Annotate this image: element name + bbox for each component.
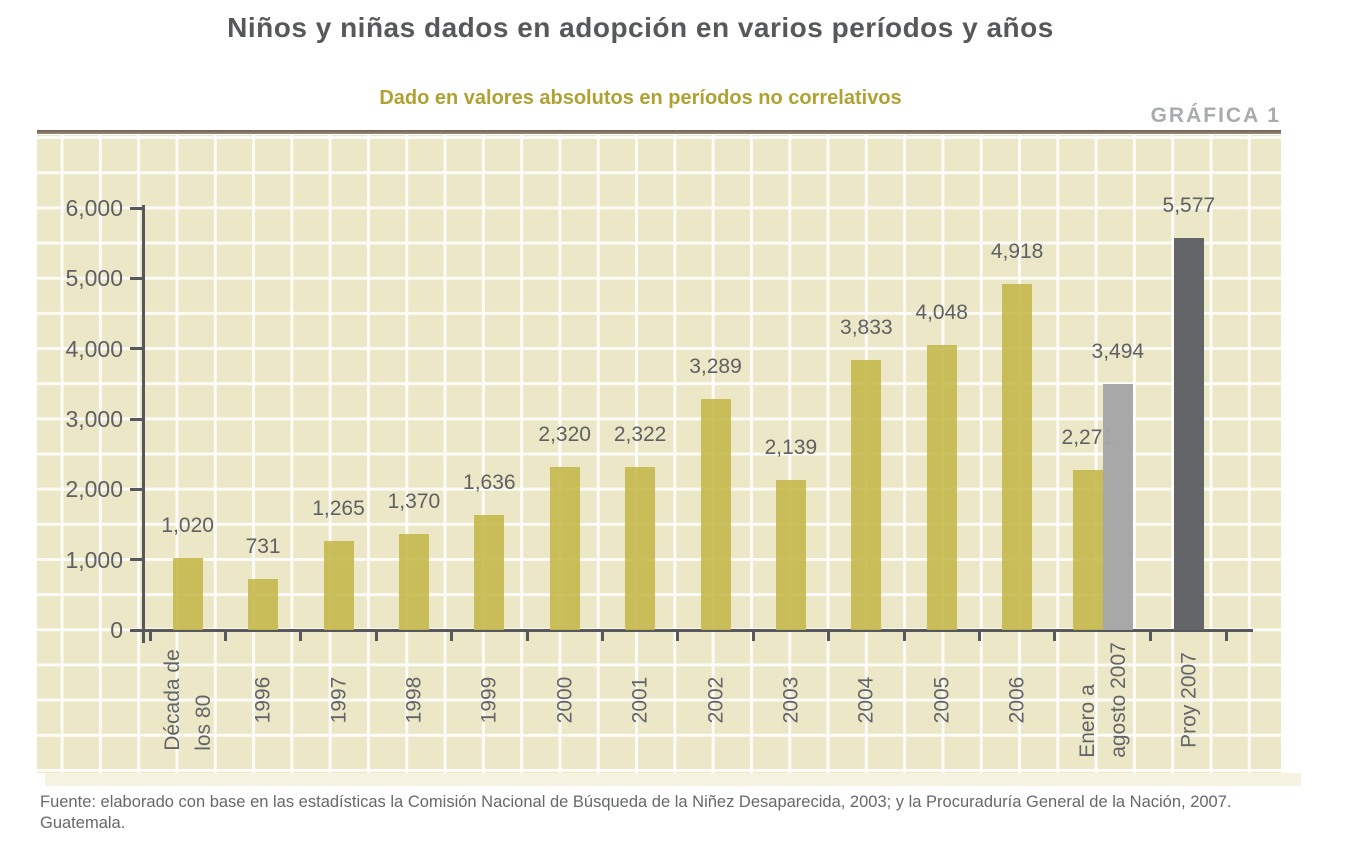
category-label-text: 1996 [251, 676, 275, 724]
bar-value-label: 2,320 [538, 422, 591, 446]
y-axis-tick [130, 558, 143, 562]
category-label-text: 2003 [779, 676, 803, 724]
y-axis-tick [130, 347, 143, 351]
y-axis-tick-label: 3,000 [65, 406, 123, 432]
bar-value-label: 1,265 [312, 497, 365, 521]
bar-value-label: 4,048 [915, 301, 968, 325]
page-title: Niños y niñas dados en adopción en vario… [227, 12, 1054, 43]
category-label-text: 2002 [704, 676, 727, 724]
category-label-text: Década de los 80 [160, 649, 215, 751]
bar [1002, 284, 1033, 630]
y-axis-tick-label: 2,000 [65, 476, 123, 503]
bar-value-label: 2,139 [764, 435, 818, 459]
y-axis-tick [130, 628, 143, 632]
x-axis-tick [223, 631, 227, 641]
source-note-line1: Fuente: elaborado con base en las estadí… [40, 793, 1232, 811]
source-note-line2: Guatemala. [40, 814, 126, 832]
x-axis-tick [600, 631, 604, 641]
category-label-text: 1997 [327, 676, 350, 724]
bar [323, 541, 354, 630]
x-axis-tick [1225, 631, 1229, 641]
y-axis-tick-label: 6,000 [65, 195, 123, 221]
x-axis-tick [148, 631, 152, 641]
category-label-text: 2001 [628, 676, 652, 724]
x-axis-tick [525, 631, 529, 641]
bar-value-label: 731 [245, 534, 281, 558]
x-axis-tick [299, 631, 303, 641]
bar-value-label: 3,494 [1091, 340, 1145, 364]
bar-value-label: 1,370 [387, 489, 441, 513]
y-axis-tick-label: 5,000 [65, 265, 123, 292]
category-label-text: 1999 [477, 676, 501, 724]
category-label-text: Enero a agosto 2007 [1075, 642, 1130, 758]
x-axis-tick [751, 631, 755, 641]
x-axis-tick [902, 631, 906, 641]
bar [549, 466, 580, 630]
x-axis-tick [1149, 631, 1153, 641]
bar [775, 479, 806, 630]
x-axis-tick [977, 631, 981, 641]
x-axis-tick [827, 631, 831, 641]
x-axis-tick [1053, 631, 1057, 641]
bar [1072, 470, 1103, 630]
bar [851, 360, 882, 630]
category-label-text: 2004 [854, 676, 878, 724]
bar-value-label: 4,918 [990, 240, 1044, 264]
bar [926, 345, 957, 630]
x-axis-tick [374, 631, 378, 641]
bar-value-label: 5,577 [1162, 193, 1216, 217]
plot-bottom-edge [45, 773, 1301, 786]
bar-value-label: 1,020 [161, 514, 214, 538]
bar [248, 578, 279, 630]
bar [625, 466, 656, 630]
x-axis-tick [450, 631, 454, 641]
bar-value-label: 2,271 [1061, 426, 1115, 450]
y-axis-tick-label: 0 [110, 617, 123, 643]
bar-value-label: 1,636 [463, 470, 516, 494]
x-axis-line [141, 628, 1253, 632]
bar [1173, 237, 1204, 630]
category-label-text: 2006 [1005, 676, 1029, 724]
y-axis-tick-label: 4,000 [65, 335, 123, 362]
bar [474, 514, 505, 630]
y-axis-line [141, 205, 145, 643]
x-axis-tick [676, 631, 680, 641]
category-label-text: 2000 [553, 676, 577, 724]
chart-subtitle: Dado en valores absolutos en períodos no… [379, 87, 902, 109]
y-axis-tick-label: 1,000 [65, 546, 123, 573]
category-label-text: 1998 [402, 676, 426, 724]
y-axis-tick [130, 417, 143, 421]
bar [700, 398, 731, 630]
y-axis-tick [130, 487, 143, 491]
figure-number-label: GRÁFICA 1 [1150, 104, 1281, 127]
y-axis-tick [130, 206, 143, 210]
bar-value-label: 3,833 [840, 316, 893, 340]
bar-value-label: 3,289 [689, 354, 742, 378]
category-label-text: 2005 [930, 676, 954, 724]
category-label-text: Proy 2007 [1177, 652, 1201, 748]
bar-value-label: 2,322 [613, 422, 667, 446]
header-divider-rule [37, 130, 1281, 134]
source-note: Fuente: elaborado con base en las estadí… [40, 792, 1320, 834]
bar [398, 533, 429, 630]
bar [1102, 384, 1133, 630]
bar [172, 558, 203, 630]
y-axis-tick [130, 276, 143, 280]
chart-plot-area: 0 1,000 2,000 3,000 4,000 5,000 6,000 1,020 Déca… [37, 135, 1281, 773]
